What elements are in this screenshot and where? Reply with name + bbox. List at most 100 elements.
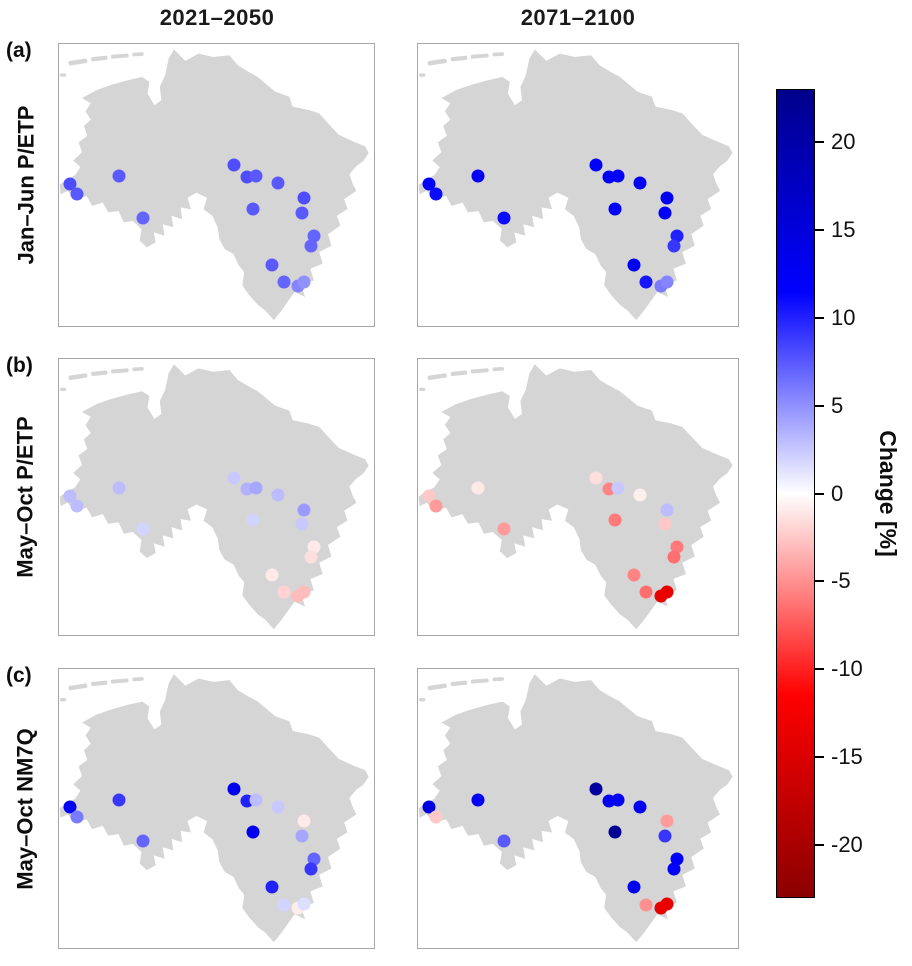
island-shape xyxy=(450,370,468,376)
station-dot xyxy=(249,481,263,495)
station-dot xyxy=(667,862,681,876)
station-dot xyxy=(246,202,260,216)
colorbar-tick xyxy=(815,140,824,143)
station-dot xyxy=(497,834,511,848)
station-dot xyxy=(422,177,436,191)
island-shape xyxy=(68,58,88,66)
station-dot xyxy=(297,191,311,205)
station-dot xyxy=(112,793,126,807)
island-shape xyxy=(418,387,426,392)
station-dot xyxy=(639,275,653,289)
station-dot xyxy=(112,169,126,183)
station-dot xyxy=(70,187,84,201)
station-dot xyxy=(246,825,260,839)
map-panel-a-2021-2050 xyxy=(58,43,375,327)
station-dot xyxy=(304,550,318,564)
lower-saxony-map xyxy=(418,364,733,630)
station-dot xyxy=(112,481,126,495)
island-shape xyxy=(418,698,426,702)
station-dot xyxy=(70,810,84,824)
station-dot xyxy=(295,206,309,220)
island-shape xyxy=(132,367,144,372)
island-shape xyxy=(110,53,129,59)
station-dot xyxy=(304,862,318,876)
island-shape xyxy=(492,677,505,682)
station-dot xyxy=(611,481,625,495)
row-label-wrap-a: Jan–Jun P/ETP xyxy=(0,43,52,327)
colorbar-gradient xyxy=(776,89,815,898)
station-dot xyxy=(295,829,309,843)
station-dot xyxy=(136,834,150,848)
station-dot xyxy=(658,206,672,220)
station-dot xyxy=(277,275,291,289)
station-dot xyxy=(429,187,443,201)
station-dot xyxy=(429,810,443,824)
station-dot xyxy=(307,852,321,866)
map-panel-b-2071-2100 xyxy=(417,358,739,636)
station-dot xyxy=(633,488,647,502)
station-dot xyxy=(429,499,443,513)
station-dot xyxy=(633,800,647,814)
land-shape xyxy=(59,364,369,630)
station-dot xyxy=(589,471,603,485)
station-dot xyxy=(497,522,511,536)
map-panel-a-2071-2100 xyxy=(417,43,739,327)
lower-saxony-map xyxy=(418,49,733,321)
island-shape xyxy=(68,373,88,381)
island-shape xyxy=(450,680,468,687)
row-label-wrap-b: May–Oct P/ETP xyxy=(0,358,52,636)
station-dot xyxy=(136,211,150,225)
colorbar-tick xyxy=(815,404,824,407)
row-label-jan-jun-petp: Jan–Jun P/ETP xyxy=(13,105,39,265)
island-shape xyxy=(59,387,67,392)
station-dot xyxy=(277,898,291,912)
map-panel-c-2021-2050 xyxy=(58,668,375,949)
colorbar-tick xyxy=(815,756,824,759)
station-dot xyxy=(670,229,684,243)
colorbar-tick-label: 5 xyxy=(831,392,844,418)
station-dot xyxy=(670,540,684,554)
station-dot xyxy=(70,499,84,513)
station-dot xyxy=(667,239,681,253)
station-dot xyxy=(227,782,241,796)
station-dot xyxy=(660,897,674,911)
map-panel-c-2071-2100 xyxy=(417,668,739,949)
island-shape xyxy=(418,73,426,77)
station-dot xyxy=(227,471,241,485)
colorbar-tick xyxy=(815,492,824,495)
station-dot xyxy=(471,169,485,183)
row-label-wrap-c: May–Oct NM7Q xyxy=(0,668,52,949)
station-dot xyxy=(271,176,285,190)
station-dot xyxy=(670,852,684,866)
island-shape xyxy=(132,677,144,682)
station-dot xyxy=(608,202,622,216)
station-dot xyxy=(265,258,279,272)
station-dot xyxy=(611,793,625,807)
station-dot xyxy=(227,158,241,172)
station-dot xyxy=(63,489,77,503)
lower-saxony-map xyxy=(59,674,369,943)
station-dot xyxy=(627,568,641,582)
land-shape xyxy=(59,674,369,943)
station-dot xyxy=(497,211,511,225)
map-panel-b-2021-2050 xyxy=(58,358,375,636)
station-dot xyxy=(639,898,653,912)
station-dot xyxy=(63,177,77,191)
station-dot xyxy=(304,239,318,253)
station-dot xyxy=(271,800,285,814)
station-dot xyxy=(307,229,321,243)
station-dot xyxy=(422,489,436,503)
colorbar-tick xyxy=(815,316,824,319)
station-dot xyxy=(627,258,641,272)
station-dot xyxy=(608,513,622,527)
station-dot xyxy=(660,275,674,289)
colorbar-tick xyxy=(815,228,824,231)
station-dot xyxy=(633,176,647,190)
colorbar-tick xyxy=(815,844,824,847)
colorbar-tick-label: 0 xyxy=(831,480,844,506)
station-dot xyxy=(589,782,603,796)
station-dot xyxy=(660,585,674,599)
station-dot xyxy=(297,503,311,517)
row-label-may-oct-nm7q: May–Oct NM7Q xyxy=(13,727,39,890)
island-shape xyxy=(91,55,108,62)
